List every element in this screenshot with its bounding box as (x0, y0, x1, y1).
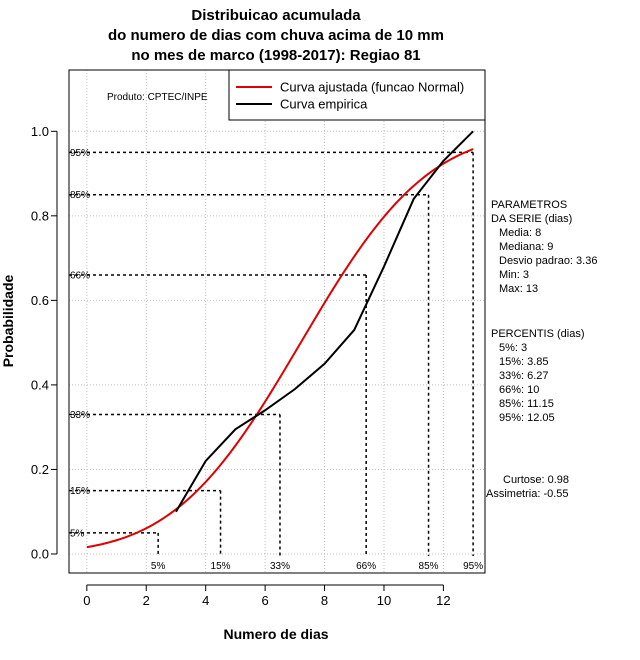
empirical-curve (175, 130, 474, 513)
percentile-label-left-3: 66% (70, 271, 90, 282)
fitted-normal-curve (86, 148, 474, 549)
percentile-label-left-1: 15% (70, 486, 90, 497)
parameters-header-1: PARAMETROS (491, 199, 567, 211)
shape-stats-panel: Curtose: 0.98 Assimetria: -0.55 (486, 474, 569, 500)
parameters-header-2: DA SERIE (dias) (491, 213, 572, 225)
percentil-95: 95%: 12.05 (499, 412, 555, 424)
percentile-label-bottom-5: 95% (463, 561, 483, 572)
skewness: Assimetria: -0.55 (486, 488, 569, 500)
parameter-median: Mediana: 9 (499, 241, 553, 253)
percentile-label-left-0: 5% (70, 528, 85, 539)
percentile-label-bottom-1: 15% (211, 561, 231, 572)
y-tick-label-0.8: 0.8 (31, 208, 49, 223)
percentile-label-bottom-4: 85% (419, 561, 439, 572)
y-axis-title: Probabilidade (0, 275, 16, 368)
percentil-33: 33%: 6.27 (499, 370, 549, 382)
percentile-label-bottom-2: 33% (270, 561, 290, 572)
parameter-max: Max: 13 (499, 283, 538, 295)
percentil-66: 66%: 10 (499, 384, 539, 396)
percentile-label-left-5: 95% (70, 148, 90, 159)
percentile-label-bottom-3: 66% (356, 561, 376, 572)
parameter-min: Min: 3 (499, 269, 529, 281)
chart-title-line-3: no mes de marco (1998-2017): Regiao 81 (131, 47, 420, 64)
parameters-panel: PARAMETROS DA SERIE (dias) Media: 8 Medi… (491, 199, 597, 295)
legend-box (228, 69, 486, 121)
legend-label-empirical: Curva empirica (280, 97, 368, 112)
y-tick-label-0.6: 0.6 (31, 293, 49, 308)
percentile-label-left-2: 33% (70, 410, 90, 421)
x-tick-label-10: 10 (377, 593, 391, 608)
chart-title-line-2: do numero de dias com chuva acima de 10 … (108, 27, 444, 44)
kurtosis: Curtose: 0.98 (503, 474, 569, 486)
percentile-guides: 5% 5% 15% 15% 33% 33% 66% 66% 85% 85% 95% 95% (69, 148, 483, 572)
percentis-header: PERCENTIS (dias) (491, 328, 585, 340)
percentil-5: 5%: 3 (499, 342, 527, 354)
chart-title-line-1: Distribuicao acumulada (191, 7, 361, 24)
y-tick-label-0: 0.0 (31, 546, 49, 561)
grid (69, 70, 485, 573)
x-tick-label-0: 0 (83, 593, 90, 608)
percentis-panel: PERCENTIS (dias) 5%: 3 15%: 3.85 33%: 6.… (491, 328, 585, 424)
percentile-label-left-4: 85% (70, 190, 90, 201)
axes: 0 2 4 6 8 10 12 0.0 0.2 0.4 0.6 0.8 1.0 (31, 124, 451, 608)
parameter-mean: Media: 8 (499, 227, 541, 239)
product-label: Produto: CPTEC/INPE (107, 92, 208, 103)
y-tick-label-0.2: 0.2 (31, 462, 49, 477)
x-tick-label-12: 12 (436, 593, 450, 608)
legend-label-fitted: Curva ajustada (funcao Normal) (280, 80, 464, 95)
curves (86, 130, 474, 549)
x-tick-label-4: 4 (202, 593, 209, 608)
percentile-label-bottom-0: 5% (151, 561, 166, 572)
y-tick-label-1: 1.0 (31, 124, 49, 139)
x-tick-label-8: 8 (321, 593, 328, 608)
percentil-15: 15%: 3.85 (499, 356, 549, 368)
y-tick-label-0.4: 0.4 (31, 377, 49, 392)
percentil-85: 85%: 11.15 (499, 398, 554, 410)
parameter-sd: Desvio padrao: 3.36 (499, 255, 597, 267)
x-tick-label-2: 2 (143, 593, 150, 608)
x-tick-label-6: 6 (261, 593, 268, 608)
x-axis-title: Numero de dias (223, 626, 328, 642)
legend: Curva ajustada (funcao Normal) Curva emp… (228, 69, 486, 121)
